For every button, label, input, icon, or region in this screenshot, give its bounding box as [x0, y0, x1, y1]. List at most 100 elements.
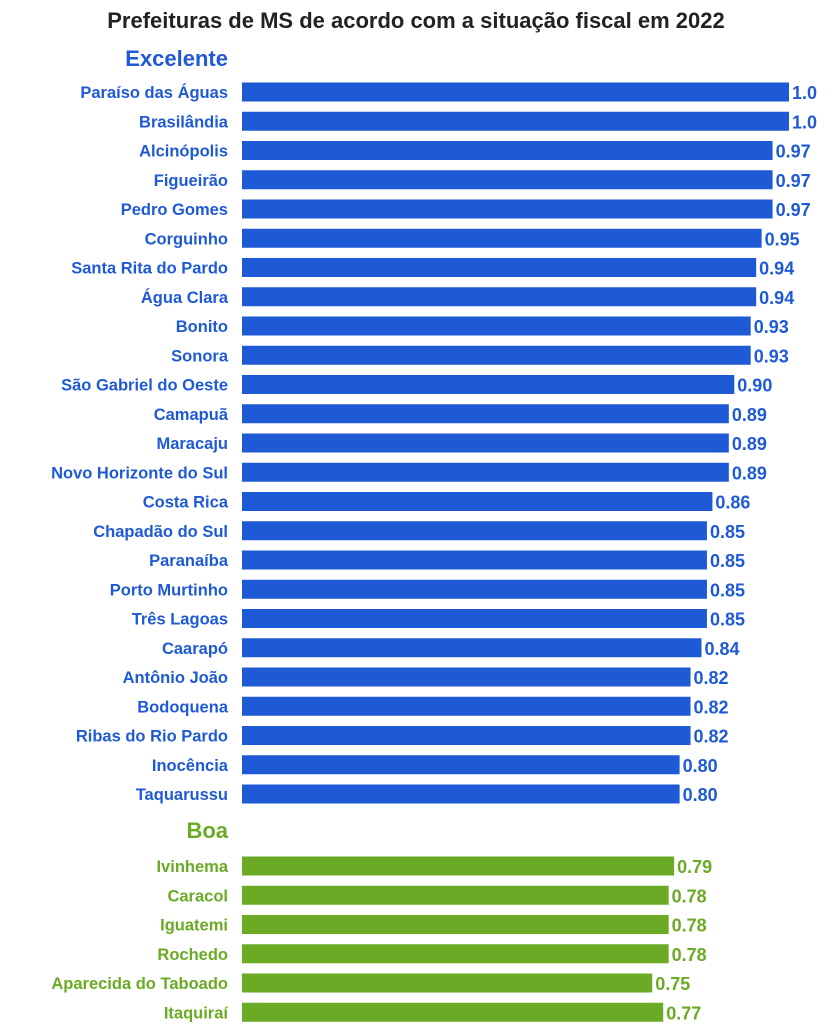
- value-label: 0.93: [754, 346, 789, 366]
- group-label-boa: Boa: [186, 818, 228, 843]
- category-label: Corguinho: [145, 230, 228, 248]
- category-label: Aparecida do Taboado: [51, 975, 228, 993]
- bar: [242, 316, 751, 336]
- value-label: 0.84: [704, 639, 739, 659]
- bar: [242, 609, 707, 628]
- value-label: 0.75: [655, 974, 690, 994]
- bar: [242, 258, 757, 277]
- value-label: 0.90: [737, 376, 772, 396]
- category-label: Caracol: [167, 887, 228, 905]
- bar: [242, 1002, 664, 1022]
- value-label: 0.85: [710, 522, 745, 542]
- category-label: Caarapó: [162, 640, 228, 658]
- value-label: 0.97: [776, 142, 811, 162]
- value-label: 0.89: [732, 405, 767, 425]
- value-label: 0.85: [710, 580, 745, 600]
- bar: [242, 579, 707, 599]
- bar: [242, 111, 789, 131]
- category-label: Bonito: [176, 318, 228, 336]
- value-label: 0.82: [694, 697, 729, 717]
- value-label: 0.89: [732, 434, 767, 454]
- value-label: 0.77: [666, 1003, 701, 1023]
- value-label: 1.0: [792, 83, 817, 103]
- value-label: 0.78: [672, 886, 707, 906]
- category-label: Ribas do Rio Pardo: [76, 728, 228, 746]
- category-label: Rochedo: [157, 946, 228, 964]
- category-label: Paranaíba: [149, 552, 229, 570]
- value-label: 0.78: [672, 916, 707, 936]
- bar: [242, 915, 669, 934]
- group-label-excelente: Excelente: [125, 46, 228, 71]
- category-label: Bodoquena: [137, 698, 229, 716]
- value-label: 0.86: [715, 493, 750, 513]
- value-label: 0.97: [776, 171, 811, 191]
- category-label: Itaquiraí: [164, 1004, 230, 1022]
- category-label: Antônio João: [123, 669, 228, 687]
- bar: [242, 492, 713, 511]
- bar: [242, 667, 691, 687]
- bar: [242, 973, 653, 993]
- category-label: Porto Murtinho: [110, 581, 228, 599]
- bar: [242, 141, 773, 160]
- category-label: Novo Horizonte do Sul: [51, 464, 228, 482]
- value-label: 0.93: [754, 317, 789, 337]
- value-label: 0.82: [694, 668, 729, 688]
- bar: [242, 462, 729, 482]
- value-label: 0.79: [677, 857, 712, 877]
- bar: [242, 404, 729, 424]
- bar: [242, 228, 762, 248]
- bar: [242, 287, 757, 307]
- category-label: Ivinhema: [156, 858, 228, 876]
- bar: [242, 82, 789, 102]
- bar: [242, 550, 707, 570]
- category-label: Água Clara: [141, 288, 229, 307]
- chart-body: Excelente Paraíso das Águas 1.0 Brasilândia…: [51, 46, 817, 1023]
- bar: [242, 521, 707, 541]
- value-label: 0.82: [694, 727, 729, 747]
- category-label: Figueirão: [154, 172, 228, 190]
- bar: [242, 885, 669, 905]
- bar: [242, 638, 702, 658]
- value-label: 1.0: [792, 112, 817, 132]
- bar: [242, 784, 680, 804]
- value-label: 0.85: [710, 610, 745, 630]
- category-label: Camapuã: [154, 406, 229, 424]
- category-label: Três Lagoas: [132, 611, 228, 629]
- category-label: Inocência: [152, 757, 229, 775]
- value-label: 0.94: [759, 259, 794, 279]
- category-label: Iguatemi: [160, 917, 228, 935]
- category-label: Maracaju: [156, 435, 228, 453]
- value-label: 0.89: [732, 463, 767, 483]
- chart-title: Prefeituras de MS de acordo com a situaç…: [107, 8, 724, 33]
- bar: [242, 345, 751, 365]
- value-label: 0.85: [710, 551, 745, 571]
- category-label: Pedro Gomes: [121, 201, 228, 219]
- bar: [242, 856, 675, 876]
- group-boa: Boa Ivinhema 0.79 Caracol 0.78 Iguatemi 0.78 Ro…: [51, 818, 712, 1023]
- bar: [242, 755, 680, 775]
- category-label: Chapadão do Sul: [93, 523, 228, 541]
- value-label: 0.94: [759, 288, 794, 308]
- value-label: 0.80: [683, 756, 718, 776]
- category-label: Sonora: [171, 347, 229, 365]
- value-label: 0.78: [672, 945, 707, 965]
- value-label: 0.80: [683, 785, 718, 805]
- bar: [242, 170, 773, 190]
- category-label: Alcinópolis: [139, 143, 228, 161]
- category-label: Costa Rica: [143, 494, 229, 512]
- category-label: Santa Rita do Pardo: [71, 260, 228, 278]
- bar: [242, 199, 773, 219]
- category-label: São Gabriel do Oeste: [61, 377, 228, 395]
- bar: [242, 726, 691, 745]
- value-label: 0.97: [776, 200, 811, 220]
- bar: [242, 944, 669, 964]
- bar: [242, 433, 729, 453]
- bar: [242, 696, 691, 716]
- group-excelente: Excelente Paraíso das Águas 1.0 Brasilândia…: [51, 46, 817, 805]
- category-label: Taquarussu: [136, 786, 228, 804]
- category-label: Brasilândia: [139, 113, 229, 131]
- bar: [242, 375, 735, 394]
- category-label: Paraíso das Águas: [80, 83, 228, 102]
- value-label: 0.95: [765, 229, 800, 249]
